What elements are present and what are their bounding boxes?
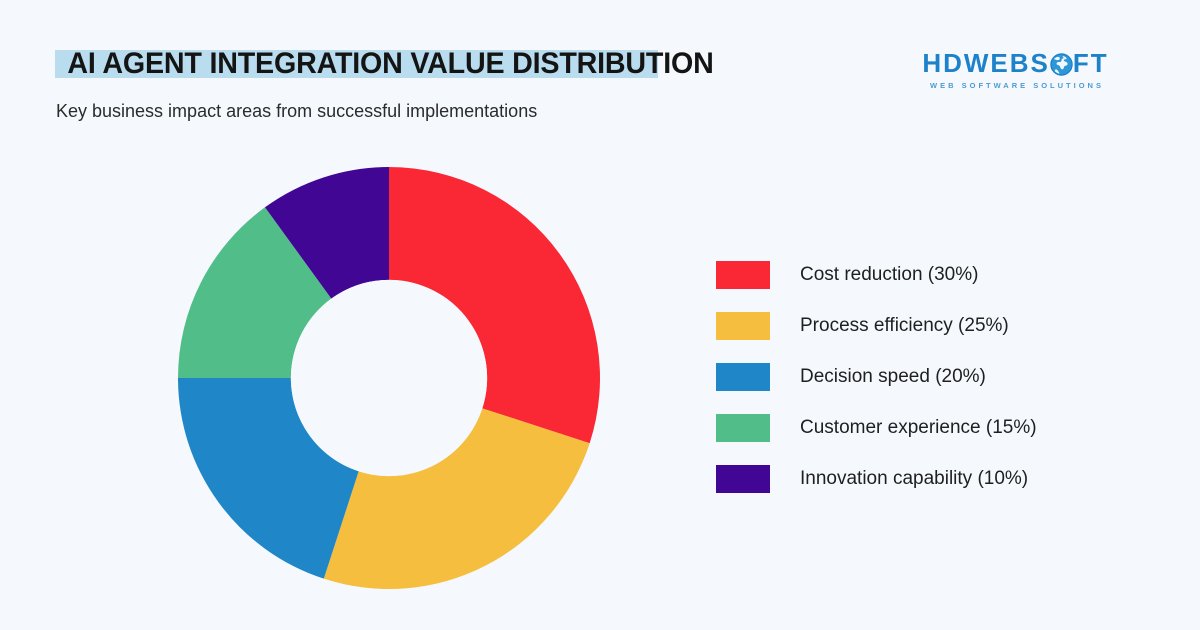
- donut-chart-svg: [178, 167, 600, 589]
- logo-wordmark: HDWEBS FT: [922, 48, 1109, 78]
- chart-legend: Cost reduction (30%) Process efficiency (…: [716, 261, 1136, 493]
- legend-label: Decision speed (20%): [800, 366, 986, 387]
- donut-slice-process-efficiency[interactable]: [323, 408, 590, 589]
- legend-item-decision-speed[interactable]: Decision speed (20%): [716, 363, 1136, 391]
- legend-swatch: [716, 261, 770, 289]
- legend-label: Cost reduction (30%): [800, 264, 979, 285]
- legend-label: Process efficiency (25%): [800, 315, 1009, 336]
- legend-item-cost-reduction[interactable]: Cost reduction (30%): [716, 261, 1136, 289]
- legend-swatch: [716, 465, 770, 493]
- logo-text-after-globe: FT: [1072, 48, 1109, 78]
- donut-chart: [178, 167, 600, 589]
- donut-slice-customer-experience[interactable]: [178, 207, 332, 378]
- legend-swatch: [716, 414, 770, 442]
- legend-item-customer-experience[interactable]: Customer experience (15%): [716, 414, 1136, 442]
- donut-slice-decision-speed[interactable]: [178, 378, 359, 579]
- legend-item-innovation-capability[interactable]: Innovation capability (10%): [716, 465, 1136, 493]
- donut-center-hole: [290, 279, 488, 477]
- donut-slice-innovation-capability[interactable]: [264, 167, 389, 299]
- page-title: AI AGENT INTEGRATION VALUE DISTRIBUTION: [67, 47, 714, 80]
- page-subtitle: Key business impact areas from successfu…: [56, 101, 538, 121]
- legend-label: Customer experience (15%): [800, 417, 1037, 438]
- globe-icon: [1050, 52, 1073, 76]
- hdwebsoft-logo: HDWEBS FT WEB SOFTWARE SOLUTIONS: [922, 48, 1109, 91]
- donut-slice-cost-reduction[interactable]: [389, 167, 600, 444]
- logo-tagline: WEB SOFTWARE SOLUTIONS: [930, 81, 1104, 90]
- donut-slice-group: [178, 167, 600, 589]
- page-title-group: AI AGENT INTEGRATION VALUE DISTRIBUTION: [55, 44, 745, 84]
- legend-label: Innovation capability (10%): [800, 468, 1029, 489]
- title-highlight-band: [55, 50, 658, 78]
- legend-item-process-efficiency[interactable]: Process efficiency (25%): [716, 312, 1136, 340]
- legend-swatch: [716, 312, 770, 340]
- legend-swatch: [716, 363, 770, 391]
- logo-text-before-globe: HDWEBS: [922, 48, 1050, 78]
